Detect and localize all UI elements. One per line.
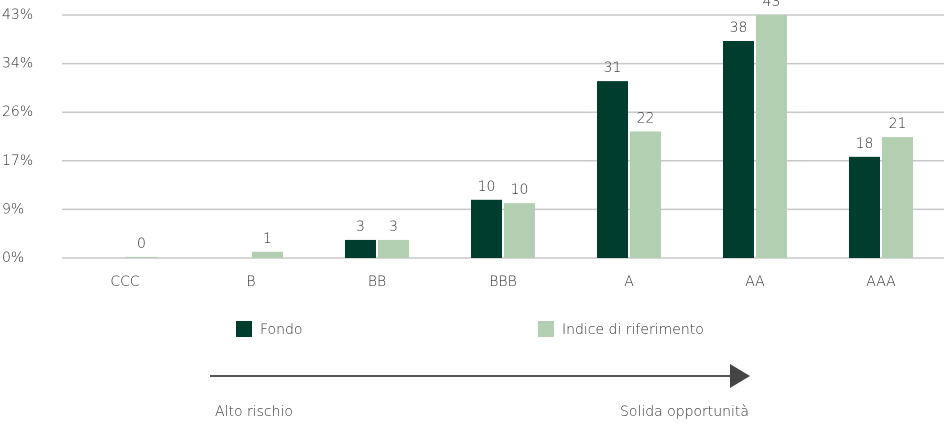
bar xyxy=(471,199,502,258)
x-tick-label: CCC xyxy=(110,274,140,290)
data-label: 18 xyxy=(856,136,874,152)
risk-arrow-head xyxy=(730,364,750,388)
bar xyxy=(504,203,535,258)
y-tick-label: 43% xyxy=(2,7,33,23)
bar xyxy=(126,256,157,258)
x-tick-label: B xyxy=(246,274,255,290)
y-tick-label: 17% xyxy=(2,153,33,169)
x-tick-label: AA xyxy=(745,274,765,290)
x-tick-label: AAA xyxy=(866,274,896,290)
y-tick-label: 34% xyxy=(2,56,33,72)
data-label: 43 xyxy=(763,0,781,10)
data-label: 38 xyxy=(730,20,748,36)
y-tick-label: 9% xyxy=(2,201,24,217)
x-tick-label: A xyxy=(624,274,634,290)
bar xyxy=(378,239,409,258)
data-label: 10 xyxy=(511,182,529,198)
bar xyxy=(849,156,880,258)
bar xyxy=(882,137,913,258)
legend-swatch xyxy=(236,321,252,337)
data-label: 21 xyxy=(889,116,907,132)
bar xyxy=(597,81,628,258)
annotation: Alto rischio xyxy=(215,404,293,420)
legend-label: Fondo xyxy=(260,322,302,338)
data-label: 22 xyxy=(637,110,655,126)
x-tick-label: BBB xyxy=(489,274,517,290)
bar xyxy=(345,239,376,258)
bar xyxy=(723,40,754,259)
data-label: 31 xyxy=(604,60,622,76)
y-tick-label: 0% xyxy=(2,250,24,266)
y-tick-label: 26% xyxy=(2,104,33,120)
legend-swatch xyxy=(538,321,554,337)
x-tick-label: BB xyxy=(368,274,386,290)
legend-label: Indice di riferimento xyxy=(562,322,704,338)
bar xyxy=(756,15,787,258)
bar xyxy=(630,131,661,258)
bar xyxy=(252,251,283,258)
data-label: 3 xyxy=(389,219,398,235)
data-label: 3 xyxy=(356,219,365,235)
data-label: 0 xyxy=(137,236,146,252)
data-label: 10 xyxy=(478,179,496,195)
data-label: 1 xyxy=(263,231,272,247)
annotation: Solida opportunità xyxy=(620,404,749,420)
